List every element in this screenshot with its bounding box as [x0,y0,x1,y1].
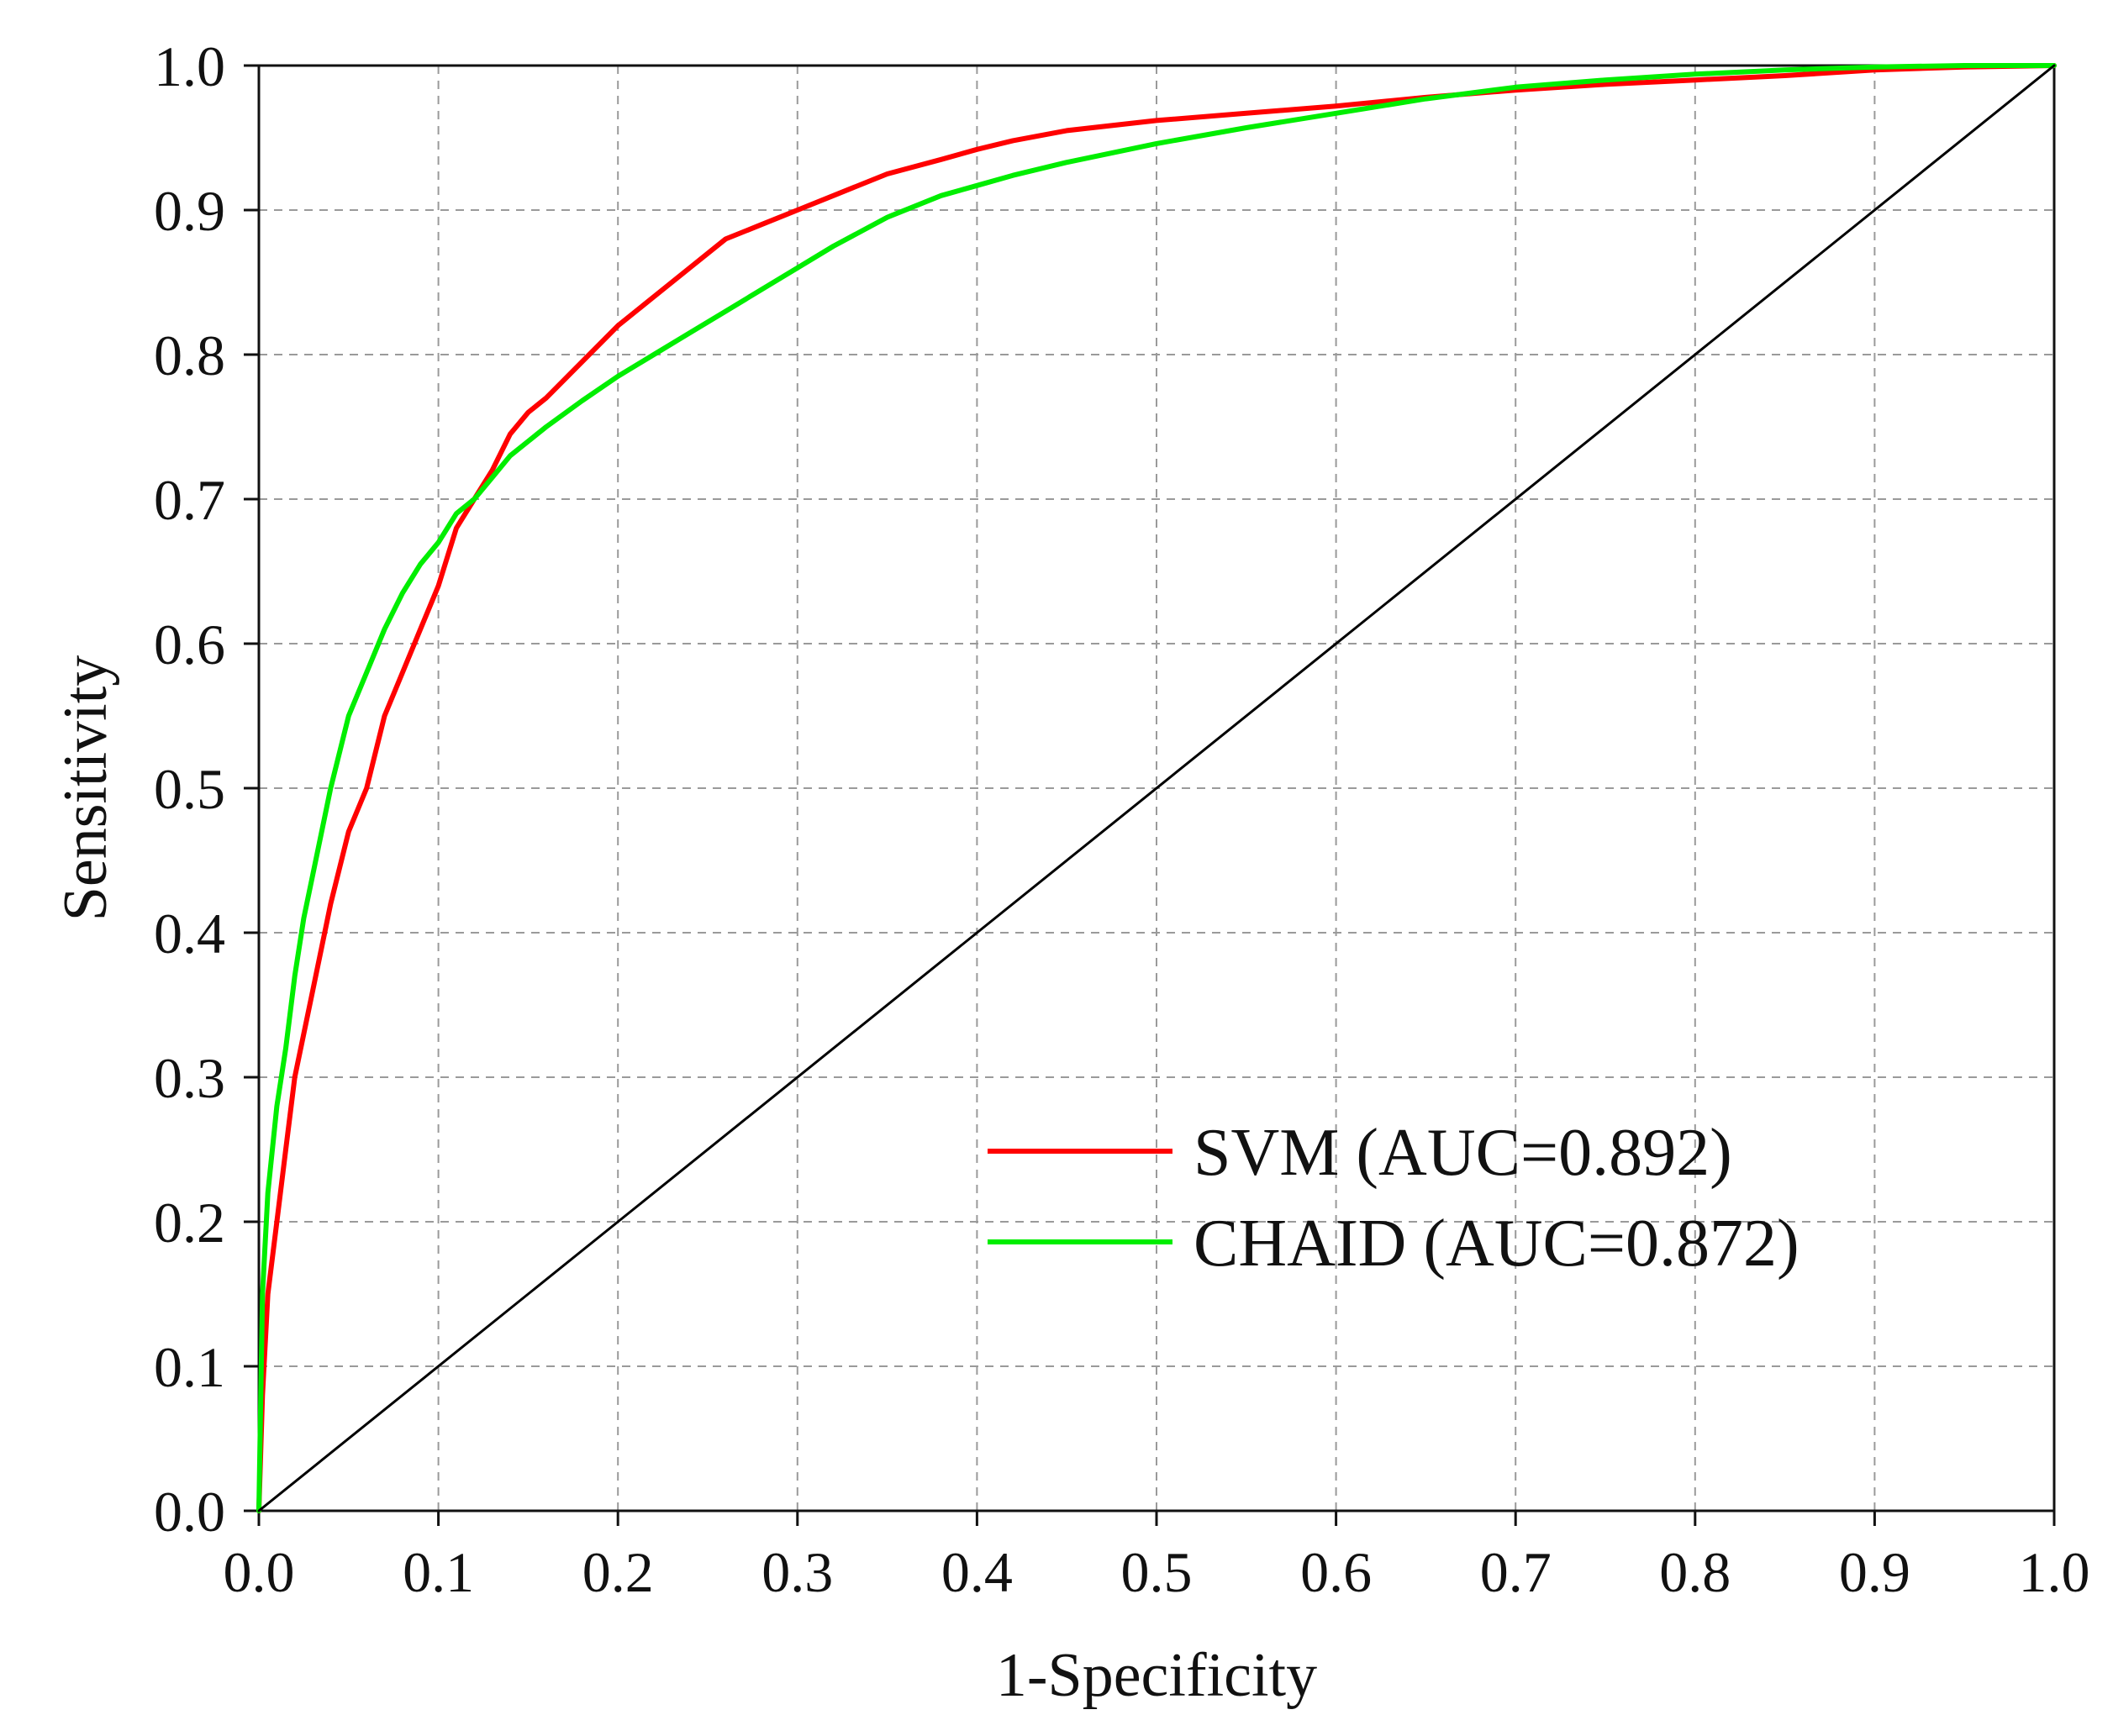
y-tick-label: 0.5 [154,757,225,821]
x-tick-label: 0.2 [582,1540,654,1604]
x-tick-label: 0.0 [224,1540,295,1604]
legend: SVM (AUC=0.892) CHAID (AUC=0.872) [988,1116,1799,1281]
y-tick-label: 0.4 [154,902,225,965]
x-tick-label: 0.6 [1300,1540,1372,1604]
y-tick-label: 0.9 [154,179,225,243]
y-axis-title: Sensitivity [51,655,120,922]
x-axis-title: 1-Specificity [996,1641,1317,1710]
series-layer [256,63,2057,1513]
y-tick-label: 1.0 [154,34,225,98]
chaid-roc-line [256,63,2057,1513]
reference-diagonal-line [257,64,2056,1512]
legend-label-chaid: CHAID (AUC=0.872) [1194,1207,1799,1281]
y-tick-label: 0.6 [154,613,225,676]
y-tick-label: 0.7 [154,468,225,532]
x-tick-label: 0.8 [1659,1540,1731,1604]
y-axis: 0.0 0.1 0.2 0.3 0.4 0.5 0.6 0.7 0.8 0.9 1.0 [154,34,259,1544]
x-tick-label: 0.4 [941,1540,1013,1604]
y-tick-label: 0.3 [154,1046,225,1110]
svm-roc-line [256,63,2057,1513]
y-tick-label: 0.0 [154,1480,225,1544]
y-tick-label: 0.1 [154,1335,225,1399]
x-tick-label: 0.3 [761,1540,833,1604]
legend-label-svm: SVM (AUC=0.892) [1194,1116,1732,1190]
x-tick-label: 0.7 [1480,1540,1552,1604]
y-tick-label: 0.8 [154,324,225,387]
x-axis: 0.0 0.1 0.2 0.3 0.4 0.5 0.6 0.7 0.8 0.9 1.0 [224,1511,2090,1604]
x-tick-label: 0.9 [1839,1540,1910,1604]
x-tick-label: 0.5 [1121,1540,1193,1604]
x-tick-label: 1.0 [2019,1540,2090,1604]
x-tick-label: 0.1 [403,1540,474,1604]
y-tick-label: 0.2 [154,1191,225,1255]
